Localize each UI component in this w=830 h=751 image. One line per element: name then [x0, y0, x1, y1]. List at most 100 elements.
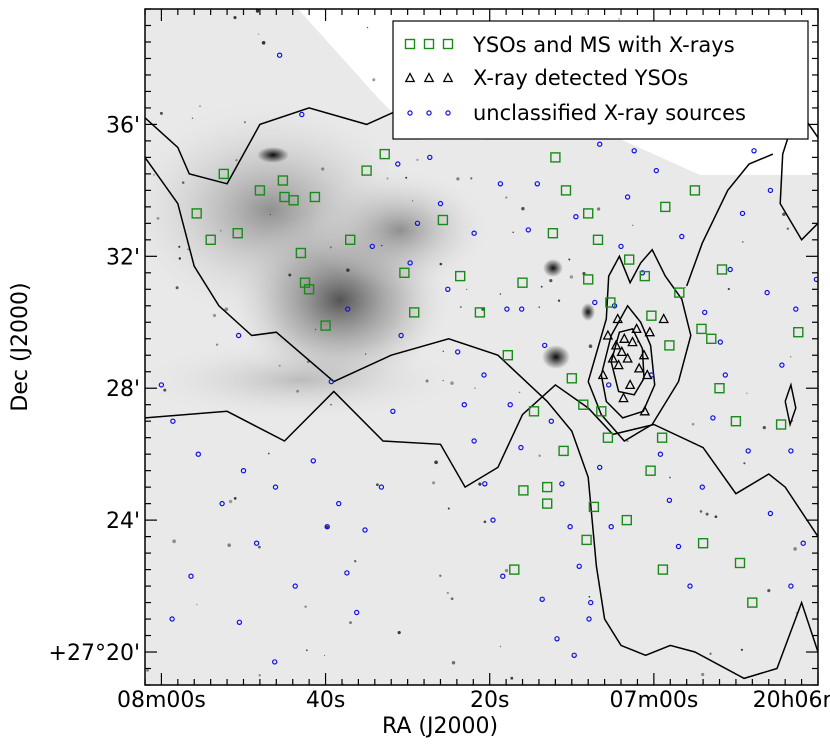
unclassified-marker: [362, 527, 368, 533]
y-axis-label: Dec (J2000): [8, 282, 33, 411]
yso-ms-marker: [309, 191, 321, 203]
unclassified-marker: [437, 200, 444, 207]
star: [569, 275, 574, 279]
unclassified-marker: [764, 289, 770, 296]
yso-ms-marker: [205, 234, 216, 246]
yso-ms-marker: [645, 465, 656, 476]
legend-marker-triangle: [404, 72, 416, 83]
yso-ms-marker: [517, 277, 528, 288]
yso-xray-marker: [607, 352, 619, 363]
star: [446, 591, 449, 595]
x-tick-label: 08m00s: [117, 688, 206, 713]
x-axis-label: RA (J2000): [382, 714, 498, 739]
unclassified-marker: [739, 210, 746, 217]
yso-ms-marker: [605, 297, 616, 308]
unclassified-marker: [675, 543, 682, 550]
unclassified-marker: [455, 349, 461, 355]
star: [504, 568, 509, 573]
star: [538, 454, 541, 458]
yso-ms-marker: [518, 485, 529, 496]
unclassified-marker: [813, 276, 818, 283]
legend-marker-circle: [426, 110, 432, 116]
star: [261, 40, 266, 45]
unclassified-marker: [653, 167, 660, 174]
yso-ms-marker: [583, 208, 594, 219]
star: [191, 117, 194, 119]
yso-ms-marker: [295, 247, 307, 259]
yso-xray-marker: [619, 332, 630, 343]
unclassified-marker: [336, 500, 342, 507]
unclassified-marker: [588, 599, 594, 606]
unclassified-marker: [727, 266, 733, 273]
legend-label-unclassified: unclassified X-ray sources: [473, 101, 746, 125]
star: [258, 674, 261, 677]
unclassified-marker: [586, 616, 592, 622]
star: [618, 18, 620, 20]
unclassified-marker: [800, 540, 806, 546]
unclassified-marker: [310, 458, 316, 464]
unclassified-marker: [534, 181, 541, 187]
yso-xray-marker: [642, 369, 653, 380]
unclassified-marker: [548, 418, 555, 424]
star: [596, 207, 601, 211]
star: [767, 589, 771, 593]
yso-xray-marker: [638, 349, 650, 360]
legend-marker-triangle: [423, 72, 435, 83]
unclassified-marker: [354, 609, 360, 616]
star: [505, 196, 508, 199]
axis-tick-labels: 08m00s 40s 20s 07m00s 20h06m40s +27°20' 24' 28'…: [49, 113, 830, 713]
unclassified-marker: [236, 619, 243, 626]
unclassified-marker: [427, 154, 433, 161]
star: [258, 545, 261, 549]
star: [412, 200, 414, 202]
yso-ms-marker: [624, 254, 635, 265]
unclassified-marker: [542, 342, 548, 349]
star: [451, 660, 456, 665]
yso-ms-marker: [558, 445, 569, 457]
star: [684, 286, 686, 289]
star: [233, 497, 237, 500]
yso-xray-marker: [627, 336, 638, 347]
star: [743, 462, 746, 465]
unclassified-marker: [597, 141, 603, 147]
star: [447, 507, 450, 510]
y-tick-label: 28': [106, 377, 140, 402]
yso-ms-marker: [664, 340, 675, 351]
star: [691, 422, 695, 426]
yso-ms-marker: [547, 227, 559, 239]
star: [439, 574, 442, 577]
unclassified-marker: [324, 524, 330, 530]
x-tick-label: 07m00s: [609, 688, 698, 713]
unclassified-marker: [378, 484, 385, 490]
unclassified-marker: [344, 570, 350, 576]
star: [243, 121, 246, 124]
star: [224, 307, 229, 312]
star: [304, 605, 307, 608]
yso-ms-marker: [639, 270, 650, 282]
star: [269, 213, 272, 216]
star: [450, 597, 454, 601]
unclassified-marker: [272, 484, 279, 490]
star: [714, 515, 718, 519]
star: [762, 425, 766, 430]
yso-ms-marker: [592, 234, 604, 246]
yso-ms-marker: [303, 284, 315, 295]
unclassified-marker: [793, 306, 799, 312]
unclassified-marker: [624, 194, 631, 200]
unclassified-marker: [328, 378, 334, 385]
star: [699, 510, 703, 513]
yso-xray-marker: [631, 323, 642, 334]
yso-ms-marker: [697, 538, 709, 549]
legend-box: [392, 20, 809, 140]
unclassified-marker: [398, 332, 404, 339]
star: [305, 649, 308, 652]
contour-line-1: [145, 90, 441, 185]
star: [425, 379, 429, 383]
y-tick-label: 32': [106, 245, 140, 270]
star: [549, 279, 553, 283]
star: [483, 520, 487, 524]
star: [518, 391, 521, 394]
star: [746, 392, 748, 395]
y-tick-label: 36': [106, 113, 140, 138]
unclassified-marker: [219, 500, 225, 507]
